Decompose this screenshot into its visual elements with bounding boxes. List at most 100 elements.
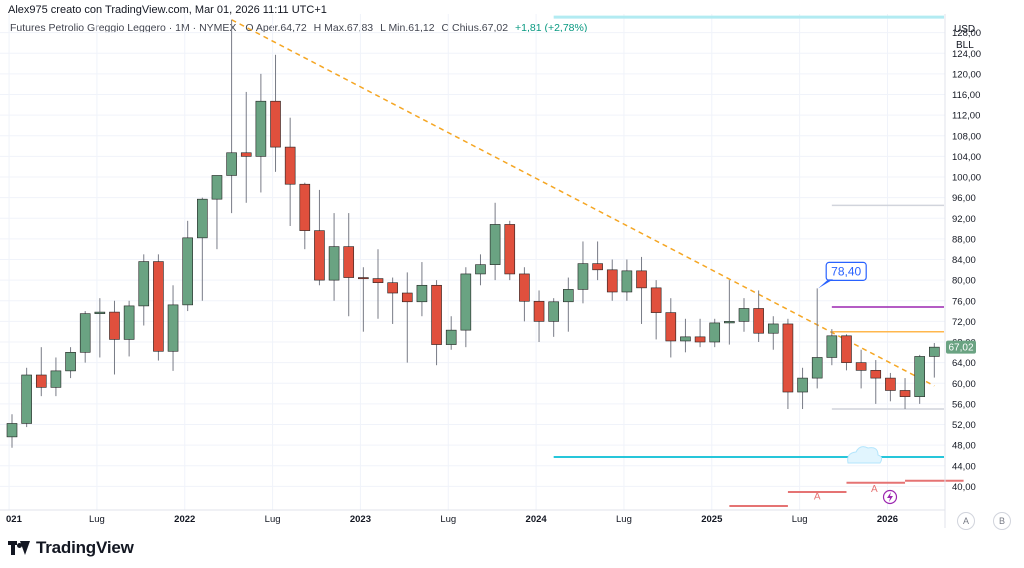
candle-up[interactable] [94, 298, 106, 358]
candle-down[interactable] [636, 256, 647, 324]
candle-body [724, 321, 735, 324]
candle-down[interactable] [753, 290, 764, 342]
log-scale-button[interactable]: B [993, 512, 1011, 530]
candle-up[interactable] [21, 367, 32, 428]
candle-body [94, 311, 106, 314]
candle-body [885, 377, 896, 391]
candle-up[interactable] [548, 298, 559, 337]
candle-down[interactable] [153, 254, 164, 361]
candle-down[interactable] [299, 182, 311, 250]
candle-down[interactable] [899, 378, 911, 410]
candle-up[interactable] [416, 262, 428, 317]
candle-up[interactable] [489, 202, 501, 281]
candle-body [680, 336, 691, 342]
candle-up[interactable] [475, 254, 486, 286]
candle-down[interactable] [314, 189, 325, 286]
time-axis[interactable]: 021 Lug 2022 Lug 2023 Lug 2024 Lug 2025 Lug 2026 [6, 514, 898, 525]
candle-body [767, 323, 779, 334]
last-price-value: 67,02 [948, 343, 973, 354]
candle-body [255, 100, 267, 157]
candle-down[interactable] [343, 213, 355, 317]
candle-down[interactable] [694, 318, 706, 348]
y-tick-label: 48,00 [952, 441, 976, 452]
candle-down[interactable] [782, 318, 794, 410]
candle-down[interactable] [504, 220, 516, 281]
candle-up[interactable] [826, 329, 838, 366]
candle-up[interactable] [211, 175, 223, 250]
price-annotation[interactable]: 78,40 [818, 261, 867, 289]
candle-up[interactable] [167, 285, 179, 371]
candle-up[interactable] [709, 318, 721, 348]
candle-up[interactable] [914, 354, 925, 404]
tradingview-logo[interactable]: TradingView [8, 538, 134, 558]
candle-up[interactable] [724, 280, 735, 345]
x-tick-label: 2023 [350, 514, 371, 525]
y-tick-label: 108,00 [952, 131, 981, 142]
candle-down[interactable] [650, 280, 662, 340]
candle-up[interactable] [65, 347, 76, 379]
candle-down[interactable] [358, 267, 369, 332]
candle-up[interactable] [445, 316, 457, 350]
y-tick-label: 96,00 [952, 193, 976, 204]
candle-up[interactable] [460, 267, 472, 348]
alert-a-2[interactable]: A [871, 484, 878, 495]
candle-down[interactable] [372, 249, 384, 319]
candle-up[interactable] [328, 213, 340, 301]
tradingview-logo-icon [8, 541, 30, 555]
candle-down[interactable] [855, 349, 867, 389]
lightning-icon[interactable] [882, 489, 898, 505]
candle-up[interactable] [79, 311, 91, 363]
horizontal-levels [553, 15, 964, 507]
candle-down[interactable] [284, 117, 296, 226]
candle-down[interactable] [870, 360, 882, 404]
candle-body [665, 312, 677, 342]
y-tick-label: 112,00 [952, 111, 980, 122]
candle-body [314, 230, 325, 281]
candle-down[interactable] [387, 277, 398, 324]
candle-down[interactable] [841, 334, 852, 371]
author-line: Alex975 creato con TradingView.com, Mar … [8, 4, 327, 16]
candle-up[interactable] [680, 318, 691, 353]
x-tick-label: 021 [6, 514, 23, 525]
candle-down[interactable] [401, 272, 413, 363]
symbol-name[interactable]: Futures Petrolio Greggio Leggero · 1M · … [10, 22, 237, 34]
candle-down[interactable] [592, 241, 603, 281]
candle-down[interactable] [665, 298, 677, 358]
candle-up[interactable] [197, 197, 208, 301]
candle-up[interactable] [6, 414, 18, 448]
candle-up[interactable] [226, 19, 237, 214]
candle-up[interactable] [738, 298, 750, 332]
candle-up[interactable] [50, 357, 62, 397]
candles-layer [6, 19, 940, 448]
alert-a-1[interactable]: A [814, 492, 821, 503]
candle-up[interactable] [563, 277, 574, 332]
candle-up[interactable] [797, 367, 808, 410]
candle-down[interactable] [431, 280, 442, 366]
candle-up[interactable] [811, 288, 823, 389]
candle-down[interactable] [35, 347, 47, 397]
trendline[interactable] [231, 19, 935, 387]
candle-down[interactable] [885, 372, 896, 402]
candle-up[interactable] [138, 254, 150, 326]
candle-up[interactable] [123, 300, 135, 357]
candle-up[interactable] [182, 220, 193, 312]
candle-down[interactable] [606, 259, 618, 301]
candle-body [533, 300, 545, 322]
candle-down[interactable] [533, 290, 545, 342]
candle-down[interactable] [109, 300, 120, 375]
auto-scale-button[interactable]: A [957, 512, 975, 530]
candle-up[interactable] [929, 343, 940, 378]
candle-up[interactable] [577, 241, 589, 304]
candle-up[interactable] [255, 73, 267, 193]
candle-body [65, 352, 76, 372]
candle-down[interactable] [270, 54, 281, 172]
candle-down[interactable] [240, 91, 252, 203]
y-tick-label: 84,00 [952, 255, 976, 266]
candle-up[interactable] [621, 259, 633, 301]
candle-down[interactable] [519, 267, 530, 322]
candle-up[interactable] [767, 316, 779, 350]
candle-body [372, 278, 384, 284]
price-axis[interactable]: 40,0044,0048,0052,0056,0060,0064,0068,00… [952, 28, 981, 493]
candle-body [197, 198, 208, 239]
